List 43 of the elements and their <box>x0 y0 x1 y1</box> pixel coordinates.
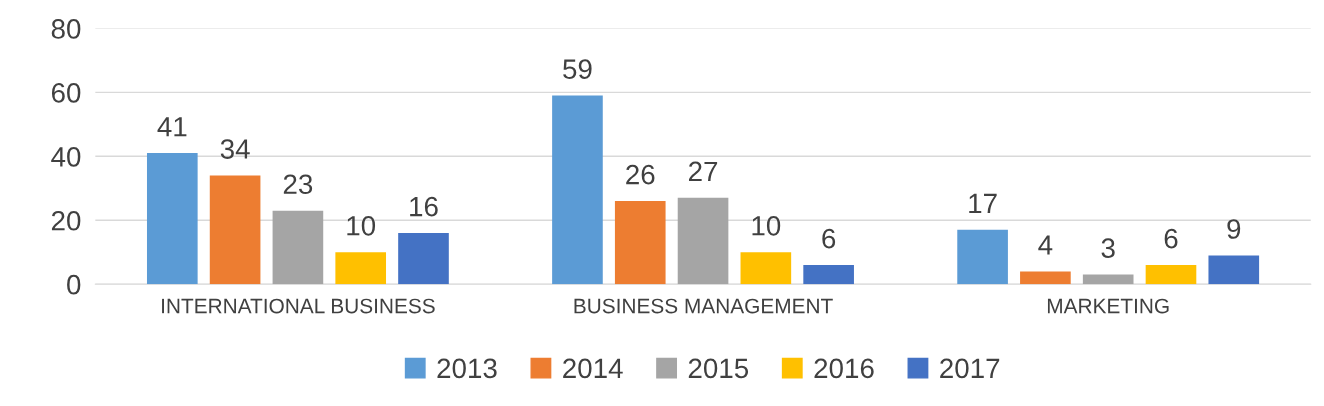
legend-label: 2017 <box>940 358 1000 379</box>
y-tick-label: 60 <box>51 83 81 103</box>
legend-label: 2014 <box>563 358 623 379</box>
legend-label: 2016 <box>814 358 874 379</box>
bar <box>272 210 324 285</box>
bar <box>146 153 198 285</box>
data-label: 34 <box>220 139 250 159</box>
data-label: 6 <box>822 228 836 249</box>
y-tick-label: 0 <box>67 274 81 295</box>
bar <box>1082 274 1134 285</box>
bar <box>957 229 1008 285</box>
y-tick-label: 20 <box>51 210 81 231</box>
data-label: 41 <box>157 117 187 137</box>
bar <box>209 175 261 285</box>
data-label: 59 <box>563 59 592 79</box>
legend-label: 2015 <box>688 358 749 379</box>
data-label: 6 <box>1164 228 1178 249</box>
bar <box>1145 265 1197 285</box>
y-tick-label: 40 <box>51 146 81 167</box>
data-label: 17 <box>969 193 997 213</box>
bar <box>1020 271 1071 285</box>
bar <box>740 252 792 285</box>
bar <box>803 265 854 285</box>
y-tick-label: 80 <box>51 19 81 39</box>
legend-label: 2013 <box>437 358 497 379</box>
data-label: 23 <box>283 174 313 195</box>
bar <box>677 197 729 285</box>
x-tick-label: BUSINESS MANAGEMENT <box>574 298 833 314</box>
data-label: 26 <box>626 164 655 185</box>
bar <box>1208 255 1260 285</box>
data-label: 10 <box>752 215 781 236</box>
bar <box>335 252 387 285</box>
bar <box>552 95 603 285</box>
bar <box>614 201 666 285</box>
data-label: 9 <box>1227 219 1241 239</box>
data-label: 4 <box>1038 235 1053 255</box>
data-label: 27 <box>688 161 718 181</box>
bar <box>398 233 449 285</box>
data-label: 10 <box>347 215 376 236</box>
x-tick-label: INTERNATIONAL BUSINESS <box>162 298 435 314</box>
data-label: 16 <box>410 196 438 217</box>
x-tick-label: MARKETING <box>1047 298 1169 314</box>
data-label: 3 <box>1101 238 1115 259</box>
